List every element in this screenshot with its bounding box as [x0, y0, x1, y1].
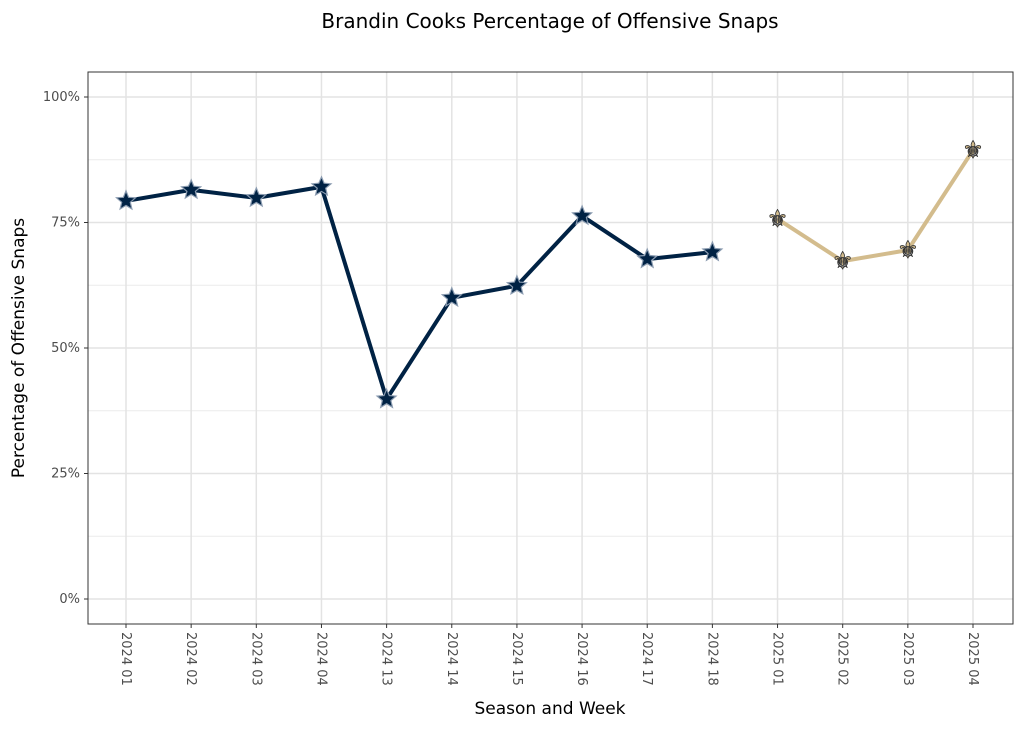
- x-tick-label: 2024 17: [639, 632, 654, 686]
- y-tick-label: 100%: [43, 90, 80, 105]
- star-marker: [701, 240, 724, 262]
- chart-title: Brandin Cooks Percentage of Offensive Sn…: [321, 9, 778, 33]
- x-tick-label: 2024 13: [379, 632, 394, 686]
- x-tick-label: 2024 14: [444, 632, 459, 686]
- x-tick-label: 2025 01: [770, 632, 785, 686]
- x-tick-label: 2024 02: [183, 632, 198, 686]
- x-tick-label: 2025 02: [835, 632, 850, 686]
- y-tick-label: 25%: [51, 467, 80, 482]
- star-marker: [245, 186, 268, 208]
- x-tick-label: 2024 03: [248, 632, 263, 686]
- series-line-dal: [125, 184, 713, 402]
- star-marker: [310, 175, 333, 197]
- fleur-de-lis-marker: ⚜: [897, 236, 919, 264]
- star-marker: [571, 204, 594, 226]
- fleur-de-lis-marker: ⚜: [767, 205, 789, 233]
- fleur-de-lis-marker: ⚜: [962, 136, 984, 164]
- series-line-no: [776, 149, 975, 264]
- x-tick-label: 2025 04: [965, 632, 980, 686]
- x-tick-label: 2024 01: [118, 632, 133, 686]
- x-tick-label: 2024 04: [313, 632, 328, 686]
- x-tick-label: 2024 16: [574, 632, 589, 686]
- x-axis-label: Season and Week: [474, 699, 625, 719]
- star-marker: [636, 247, 659, 269]
- y-axis-label: Percentage of Offensive Snaps: [9, 218, 29, 478]
- y-tick-label: 0%: [59, 592, 80, 607]
- x-tick-label: 2024 15: [509, 632, 524, 686]
- star-marker: [180, 178, 203, 200]
- y-tick-label: 75%: [51, 216, 80, 231]
- y-tick-label: 50%: [51, 341, 80, 356]
- star-marker: [505, 274, 528, 296]
- fleur-de-lis-marker: ⚜: [832, 247, 854, 275]
- star-marker: [440, 286, 463, 308]
- x-tick-label: 2024 18: [704, 632, 719, 686]
- x-tick-label: 2025 03: [900, 632, 915, 686]
- star-marker: [375, 387, 398, 409]
- star-marker: [115, 189, 137, 211]
